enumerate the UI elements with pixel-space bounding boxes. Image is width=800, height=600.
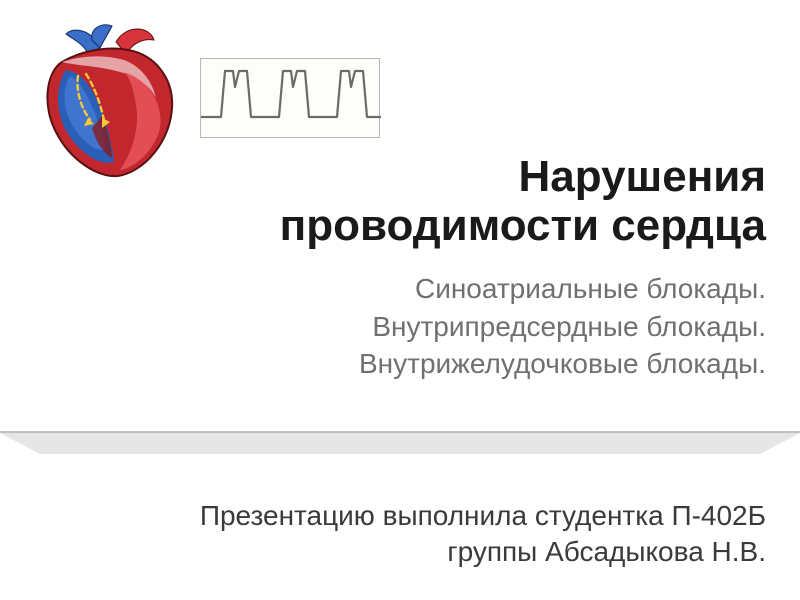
slide: Нарушения проводимости сердца Синоатриал… — [0, 0, 800, 600]
section-divider — [0, 430, 800, 454]
ecg-beat — [323, 71, 381, 117]
subtitle-line: Синоатриальные блокады. — [26, 270, 766, 308]
ecg-beat — [207, 71, 265, 117]
author-block: Презентацию выполнила студентка П-402Б г… — [26, 498, 766, 570]
divider-shadow — [0, 433, 800, 454]
author-line-1: Презентацию выполнила студентка П-402Б — [200, 500, 766, 531]
ecg-strip — [200, 58, 380, 138]
ecg-beat — [265, 71, 323, 117]
author-line-2: группы Абсадыкова Н.В. — [447, 536, 766, 567]
subtitle-line: Внутрижелудочковые блокады. — [26, 345, 766, 383]
divider-svg — [0, 430, 800, 454]
ecg-svg — [201, 59, 381, 139]
subtitle-line: Внутрипредсердные блокады. — [26, 308, 766, 346]
slide-title: Нарушения проводимости сердца — [26, 152, 766, 251]
title-line-1: Нарушения — [519, 152, 766, 201]
title-line-2: проводимости сердца — [280, 201, 766, 250]
subtitle-list: Синоатриальные блокады.Внутрипредсердные… — [26, 270, 766, 383]
